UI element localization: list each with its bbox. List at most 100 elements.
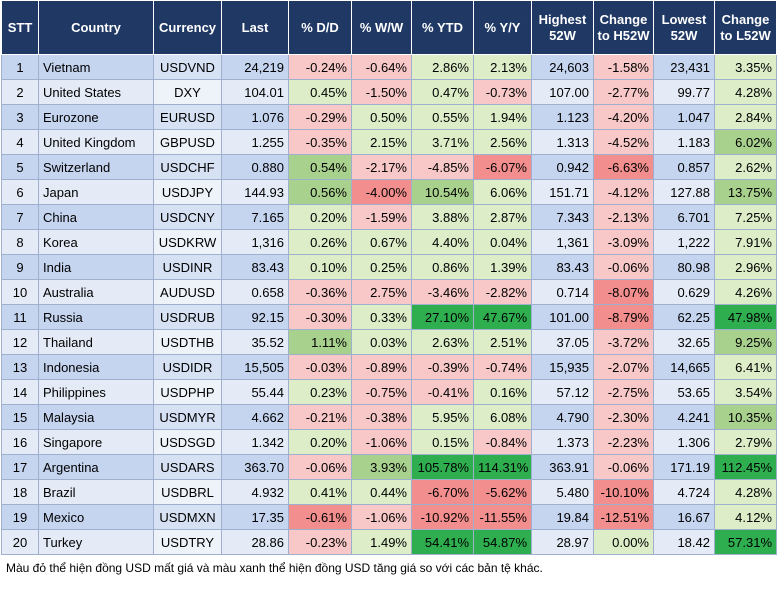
value-cell: 2.62% <box>714 154 777 180</box>
value-cell: 19 <box>1 504 39 530</box>
header-cell: % D/D <box>288 0 352 55</box>
value-cell: 23,431 <box>653 54 715 80</box>
table-row: 18 Brazil USDBRL 4.932 0.41% 0.44% -6.70% -5.62… <box>1 479 777 505</box>
value-cell: 2.51% <box>473 329 532 355</box>
value-cell: 114.31% <box>473 454 532 480</box>
value-cell: 0.714 <box>531 279 594 305</box>
footnote: Màu đỏ thể hiện đồng USD mất giá và màu … <box>6 561 543 575</box>
value-cell: 1.11% <box>288 329 352 355</box>
value-cell: 107.00 <box>531 79 594 105</box>
value-cell: 14 <box>1 379 39 405</box>
value-cell: 7.25% <box>714 204 777 230</box>
value-cell: 18 <box>1 479 39 505</box>
value-cell: 15 <box>1 404 39 430</box>
value-cell: 104.01 <box>221 79 289 105</box>
value-cell: 0.942 <box>531 154 594 180</box>
value-cell: 4.12% <box>714 504 777 530</box>
value-cell: 2.75% <box>351 279 412 305</box>
value-cell: 7.343 <box>531 204 594 230</box>
table-row: 17 Argentina USDARS 363.70 -0.06% 3.93% 105.78… <box>1 454 777 480</box>
country-cell: United States <box>38 79 154 105</box>
value-cell: 2.96% <box>714 254 777 280</box>
value-cell: 1.49% <box>351 529 412 555</box>
table-row: 2 United States DXY 104.01 0.45% -1.50% 0.47% -… <box>1 79 777 105</box>
value-cell: -3.09% <box>593 229 654 255</box>
value-cell: -0.61% <box>288 504 352 530</box>
value-cell: 2.87% <box>473 204 532 230</box>
value-cell: 1.047 <box>653 104 715 130</box>
value-cell: 55.44 <box>221 379 289 405</box>
value-cell: 57.12 <box>531 379 594 405</box>
country-cell: Thailand <box>38 329 154 355</box>
country-cell: China <box>38 204 154 230</box>
value-cell: 0.45% <box>288 79 352 105</box>
value-cell: 0.857 <box>653 154 715 180</box>
value-cell: -4.52% <box>593 129 654 155</box>
value-cell: -4.00% <box>351 179 412 205</box>
value-cell: 7.91% <box>714 229 777 255</box>
value-cell: 6.02% <box>714 129 777 155</box>
value-cell: -0.38% <box>351 404 412 430</box>
value-cell: -0.21% <box>288 404 352 430</box>
value-cell: 20 <box>1 529 39 555</box>
value-cell: -8.79% <box>593 304 654 330</box>
currency-cell: USDTRY <box>153 529 222 555</box>
value-cell: 4.790 <box>531 404 594 430</box>
table-row: 4 United Kingdom GBPUSD 1.255 -0.35% 2.15% 3.7… <box>1 129 777 155</box>
value-cell: 2.86% <box>411 54 474 80</box>
value-cell: 47.98% <box>714 304 777 330</box>
value-cell: 24,603 <box>531 54 594 80</box>
value-cell: 4.40% <box>411 229 474 255</box>
currency-cell: USDRUB <box>153 304 222 330</box>
table-row: 6 Japan USDJPY 144.93 0.56% -4.00% 10.54% 6.06%… <box>1 179 777 205</box>
value-cell: 1.342 <box>221 429 289 455</box>
currency-cell: USDVND <box>153 54 222 80</box>
value-cell: 10.54% <box>411 179 474 205</box>
value-cell: 99.77 <box>653 79 715 105</box>
table-row: 9 India USDINR 83.43 0.10% 0.25% 0.86% 1.39% 83.… <box>1 254 777 280</box>
value-cell: 57.31% <box>714 529 777 555</box>
header-cell: % Y/Y <box>473 0 532 55</box>
value-cell: -0.89% <box>351 354 412 380</box>
value-cell: 1.076 <box>221 104 289 130</box>
currency-cell: EURUSD <box>153 104 222 130</box>
currency-cell: USDTHB <box>153 329 222 355</box>
value-cell: 1,316 <box>221 229 289 255</box>
country-cell: Malaysia <box>38 404 154 430</box>
value-cell: 0.10% <box>288 254 352 280</box>
value-cell: -0.74% <box>473 354 532 380</box>
header-cell: Currency <box>153 0 222 55</box>
value-cell: 5.480 <box>531 479 594 505</box>
value-cell: 24,219 <box>221 54 289 80</box>
value-cell: 0.00% <box>593 529 654 555</box>
value-cell: -6.70% <box>411 479 474 505</box>
value-cell: -4.85% <box>411 154 474 180</box>
value-cell: 144.93 <box>221 179 289 205</box>
table-row: 10 Australia AUDUSD 0.658 -0.36% 2.75% -3.46% -… <box>1 279 777 305</box>
value-cell: -10.10% <box>593 479 654 505</box>
value-cell: 5.95% <box>411 404 474 430</box>
value-cell: -4.20% <box>593 104 654 130</box>
value-cell: 3 <box>1 104 39 130</box>
value-cell: 1.313 <box>531 129 594 155</box>
value-cell: 1.255 <box>221 129 289 155</box>
value-cell: 4.241 <box>653 404 715 430</box>
table-row: 15 Malaysia USDMYR 4.662 -0.21% -0.38% 5.95% 6.… <box>1 404 777 430</box>
value-cell: 1.183 <box>653 129 715 155</box>
value-cell: 0.629 <box>653 279 715 305</box>
value-cell: 53.65 <box>653 379 715 405</box>
value-cell: 14,665 <box>653 354 715 380</box>
table-row: 19 Mexico USDMXN 17.35 -0.61% -1.06% -10.92% -1… <box>1 504 777 530</box>
table-body: 1 Vietnam USDVND 24,219 -0.24% -0.64% 2.86% 2.1… <box>1 54 777 555</box>
value-cell: 1,222 <box>653 229 715 255</box>
value-cell: -6.07% <box>473 154 532 180</box>
value-cell: -0.06% <box>288 454 352 480</box>
header-cell: % YTD <box>411 0 474 55</box>
currency-cell: USDKRW <box>153 229 222 255</box>
value-cell: -0.41% <box>411 379 474 405</box>
value-cell: -0.24% <box>288 54 352 80</box>
country-cell: Eurozone <box>38 104 154 130</box>
value-cell: -3.46% <box>411 279 474 305</box>
value-cell: -0.36% <box>288 279 352 305</box>
value-cell: 8 <box>1 229 39 255</box>
